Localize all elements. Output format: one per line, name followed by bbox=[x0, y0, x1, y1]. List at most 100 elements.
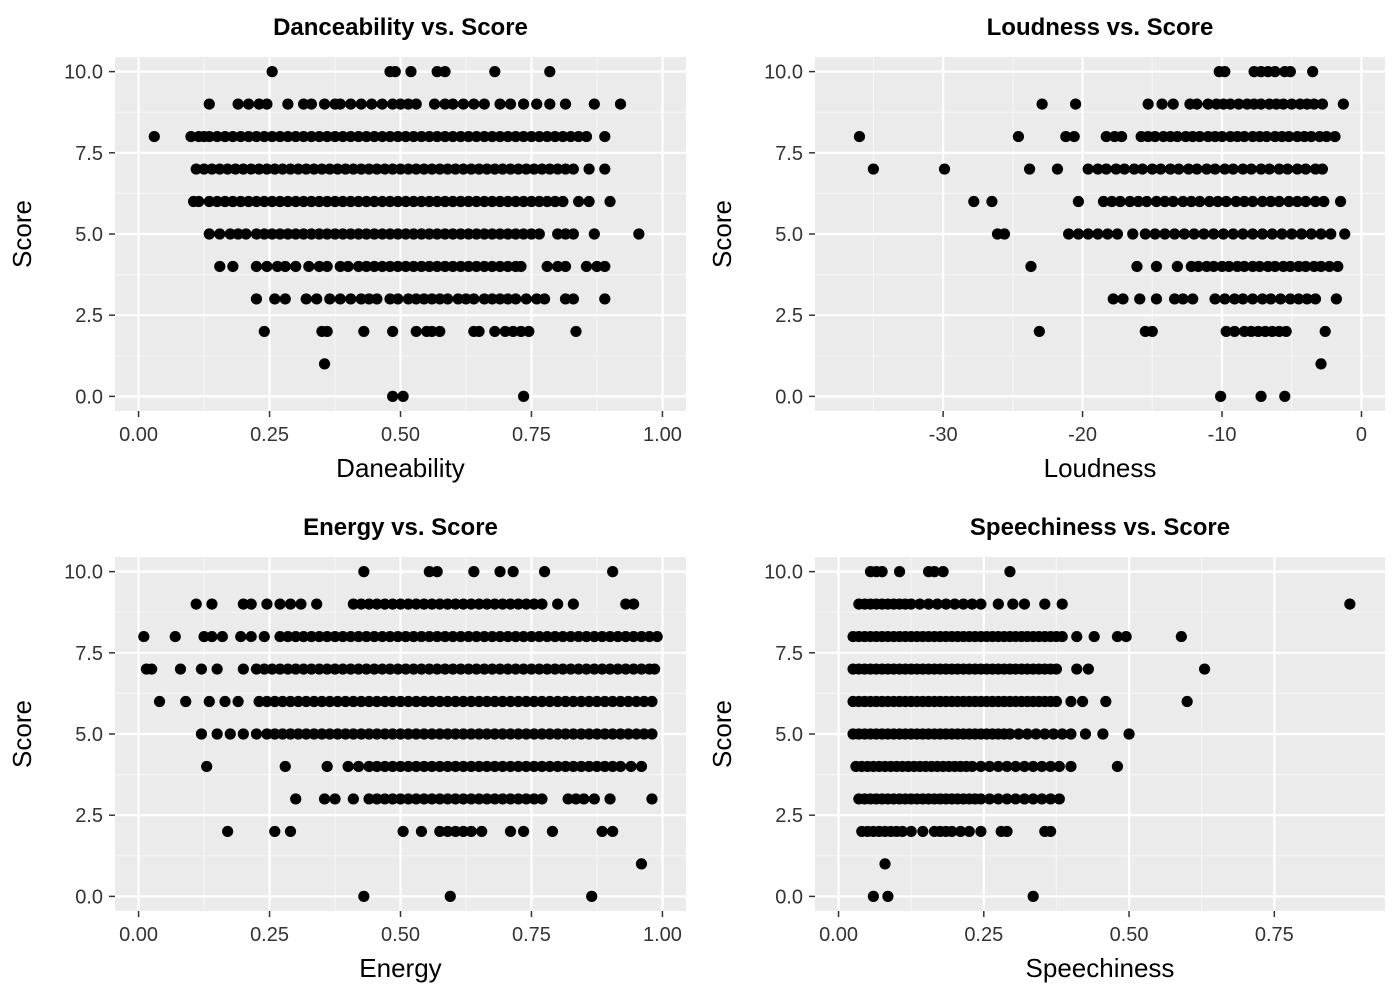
scatter-point bbox=[415, 630, 428, 643]
scatter-point bbox=[512, 598, 524, 610]
scatter-point bbox=[250, 195, 263, 208]
scatter-point bbox=[1088, 630, 1100, 643]
scatter-point bbox=[266, 195, 278, 208]
x-tick-label: 0.75 bbox=[1255, 924, 1294, 946]
scatter-point bbox=[1155, 163, 1167, 175]
scatter-point bbox=[394, 98, 407, 110]
x-tick-label: 1.00 bbox=[643, 424, 682, 446]
scatter-point bbox=[203, 228, 215, 240]
scatter-point bbox=[583, 760, 595, 773]
data-points bbox=[148, 66, 645, 402]
scatter-point bbox=[559, 293, 572, 305]
scatter-point bbox=[494, 663, 506, 675]
scatter-point bbox=[379, 695, 391, 708]
scatter-point bbox=[423, 195, 435, 208]
scatter-point bbox=[937, 566, 949, 578]
scatter-point bbox=[573, 663, 585, 675]
scatter-point bbox=[1010, 760, 1022, 773]
scatter-point bbox=[447, 98, 459, 110]
scatter-point bbox=[1131, 260, 1143, 273]
scatter-point bbox=[1291, 163, 1303, 175]
scatter-point bbox=[442, 598, 454, 610]
scatter-point bbox=[1150, 195, 1163, 208]
scatter-point bbox=[520, 293, 532, 305]
scatter-point bbox=[358, 325, 370, 338]
scatter-point bbox=[489, 66, 501, 78]
x-axis-title: Energy bbox=[359, 953, 441, 983]
scatter-point bbox=[1215, 390, 1227, 402]
scatter-point bbox=[316, 163, 328, 175]
scatter-point bbox=[478, 228, 490, 240]
scatter-point bbox=[282, 630, 294, 643]
scatter-point bbox=[300, 293, 312, 305]
scatter-point bbox=[1007, 598, 1019, 610]
scatter-point bbox=[355, 293, 367, 305]
scatter-point bbox=[905, 825, 917, 838]
scatter-point bbox=[512, 760, 524, 773]
scatter-point bbox=[284, 695, 297, 708]
scatter-point bbox=[308, 728, 320, 740]
scatter-point bbox=[457, 598, 469, 610]
scatter-point bbox=[426, 325, 438, 338]
scatter-point bbox=[290, 793, 302, 805]
scatter-point bbox=[360, 630, 373, 643]
y-tick-label: 0.0 bbox=[775, 886, 803, 908]
scatter-point bbox=[1247, 195, 1259, 208]
scatter-point bbox=[407, 130, 420, 143]
scatter-point bbox=[1185, 195, 1197, 208]
scatter-point bbox=[318, 793, 331, 805]
scatter-point bbox=[465, 163, 477, 175]
scatter-point bbox=[1316, 163, 1329, 175]
scatter-point bbox=[434, 325, 446, 338]
y-tick-label: 7.5 bbox=[775, 143, 803, 165]
scatter-point bbox=[387, 390, 399, 402]
scatter-point bbox=[525, 130, 538, 143]
scatter-point bbox=[235, 630, 247, 643]
scatter-point bbox=[1071, 630, 1083, 643]
scatter-point bbox=[607, 695, 619, 708]
scatter-point bbox=[1238, 260, 1250, 273]
scatter-point bbox=[1256, 293, 1269, 305]
scatter-point bbox=[431, 130, 443, 143]
scatter-point bbox=[284, 825, 297, 838]
scatter-point bbox=[258, 325, 270, 338]
scatter-point bbox=[360, 663, 373, 675]
y-axis-title: Score bbox=[707, 200, 737, 268]
scatter-point bbox=[153, 695, 166, 708]
scatter-point bbox=[567, 293, 579, 305]
scatter-point bbox=[1274, 293, 1287, 305]
scatter-point bbox=[905, 598, 917, 610]
scatter-point bbox=[544, 98, 556, 110]
scatter-point bbox=[646, 793, 658, 805]
scatter-point bbox=[321, 195, 333, 208]
scatter-point bbox=[394, 695, 407, 708]
scatter-point bbox=[292, 728, 304, 740]
scatter-point bbox=[216, 630, 228, 643]
scatter-point bbox=[282, 130, 294, 143]
scatter-point bbox=[431, 260, 443, 273]
scatter-point bbox=[368, 130, 380, 143]
scatter-point bbox=[203, 695, 215, 708]
scatter-point bbox=[410, 728, 422, 740]
scatter-point bbox=[486, 195, 498, 208]
scatter-point bbox=[389, 66, 401, 78]
scatter-point bbox=[431, 195, 443, 208]
scatter-point bbox=[313, 663, 325, 675]
scatter-point bbox=[1228, 293, 1241, 305]
scatter-point bbox=[449, 695, 462, 708]
scatter-point bbox=[297, 663, 310, 675]
scatter-point bbox=[1076, 695, 1089, 708]
scatter-point bbox=[321, 228, 333, 240]
scatter-point bbox=[253, 163, 265, 175]
scatter-point bbox=[1178, 228, 1190, 240]
scatter-point bbox=[407, 260, 420, 273]
scatter-point bbox=[504, 825, 517, 838]
scatter-point bbox=[402, 728, 414, 740]
scatter-point bbox=[434, 293, 446, 305]
scatter-point bbox=[434, 793, 446, 805]
scatter-point bbox=[355, 598, 367, 610]
scatter-point bbox=[418, 728, 430, 740]
scatter-point bbox=[290, 130, 302, 143]
scatter-point bbox=[439, 228, 451, 240]
scatter-point bbox=[1247, 228, 1259, 240]
